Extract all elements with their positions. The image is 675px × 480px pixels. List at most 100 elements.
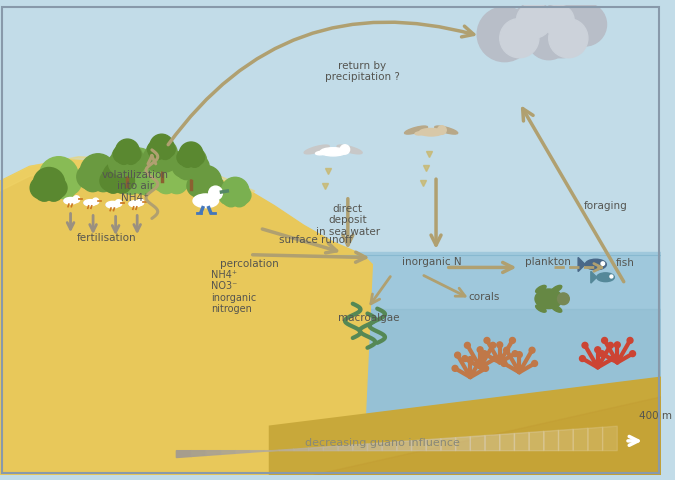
Circle shape xyxy=(532,360,537,366)
Text: direct
deposit
in sea water: direct deposit in sea water xyxy=(316,204,380,237)
Ellipse shape xyxy=(84,200,97,206)
Circle shape xyxy=(105,176,122,193)
Circle shape xyxy=(115,139,139,163)
Polygon shape xyxy=(500,433,514,451)
Text: surface runoff: surface runoff xyxy=(279,235,353,245)
Circle shape xyxy=(187,175,209,197)
Circle shape xyxy=(35,168,63,196)
Circle shape xyxy=(159,148,180,168)
Circle shape xyxy=(92,170,114,192)
Circle shape xyxy=(462,356,468,361)
Circle shape xyxy=(582,342,588,348)
Circle shape xyxy=(45,182,63,201)
Polygon shape xyxy=(235,451,250,453)
Text: foraging: foraging xyxy=(584,201,628,211)
Circle shape xyxy=(221,177,249,205)
Polygon shape xyxy=(323,446,338,451)
Circle shape xyxy=(510,337,516,343)
Circle shape xyxy=(177,161,196,180)
Circle shape xyxy=(543,5,574,36)
Circle shape xyxy=(148,153,166,172)
Circle shape xyxy=(115,171,134,190)
Circle shape xyxy=(176,146,207,177)
Polygon shape xyxy=(294,448,308,451)
Circle shape xyxy=(340,145,350,154)
Circle shape xyxy=(493,356,498,361)
Ellipse shape xyxy=(435,126,458,134)
Circle shape xyxy=(481,351,487,357)
Circle shape xyxy=(117,168,144,194)
Polygon shape xyxy=(558,429,573,451)
Polygon shape xyxy=(573,428,588,451)
Circle shape xyxy=(154,156,189,191)
Circle shape xyxy=(534,3,589,58)
Circle shape xyxy=(231,191,248,207)
Polygon shape xyxy=(470,435,485,451)
Polygon shape xyxy=(338,445,353,451)
Circle shape xyxy=(614,342,620,348)
Circle shape xyxy=(203,176,224,196)
Circle shape xyxy=(610,275,613,278)
Circle shape xyxy=(117,150,131,164)
Polygon shape xyxy=(382,442,397,451)
Polygon shape xyxy=(0,156,254,196)
Polygon shape xyxy=(591,271,597,283)
Circle shape xyxy=(82,170,103,192)
Circle shape xyxy=(595,347,601,353)
Ellipse shape xyxy=(304,145,329,154)
Polygon shape xyxy=(514,432,529,451)
Text: plankton: plankton xyxy=(525,256,571,266)
Polygon shape xyxy=(544,431,558,451)
Ellipse shape xyxy=(106,202,119,208)
Polygon shape xyxy=(0,160,373,475)
Circle shape xyxy=(156,172,177,193)
Polygon shape xyxy=(314,397,662,475)
Polygon shape xyxy=(529,432,544,451)
Circle shape xyxy=(148,141,164,158)
Circle shape xyxy=(138,199,144,205)
Circle shape xyxy=(186,161,205,180)
Circle shape xyxy=(564,3,607,46)
Circle shape xyxy=(549,19,588,58)
Polygon shape xyxy=(206,451,221,456)
Circle shape xyxy=(172,156,194,177)
Polygon shape xyxy=(578,257,585,272)
Circle shape xyxy=(529,347,535,353)
Text: NH4⁺
NO3⁻
inorganic
nitrogen: NH4⁺ NO3⁻ inorganic nitrogen xyxy=(211,270,256,314)
Ellipse shape xyxy=(193,194,219,208)
Ellipse shape xyxy=(419,129,443,136)
Circle shape xyxy=(189,150,205,165)
Circle shape xyxy=(190,166,221,197)
Circle shape xyxy=(151,145,165,159)
Circle shape xyxy=(233,186,251,204)
Circle shape xyxy=(188,153,202,168)
Polygon shape xyxy=(603,426,618,451)
Ellipse shape xyxy=(106,203,116,207)
Circle shape xyxy=(608,342,614,348)
Circle shape xyxy=(33,168,65,199)
Circle shape xyxy=(512,351,518,357)
Circle shape xyxy=(100,170,121,191)
Circle shape xyxy=(627,337,633,343)
Circle shape xyxy=(630,351,636,357)
Circle shape xyxy=(189,156,209,177)
Ellipse shape xyxy=(536,305,546,312)
Circle shape xyxy=(610,356,616,361)
Circle shape xyxy=(219,186,238,205)
Circle shape xyxy=(41,175,65,199)
Circle shape xyxy=(484,337,490,343)
Circle shape xyxy=(158,145,172,159)
Circle shape xyxy=(180,142,202,166)
Circle shape xyxy=(601,262,605,265)
Circle shape xyxy=(477,7,532,61)
Circle shape xyxy=(80,154,115,189)
Circle shape xyxy=(109,153,130,174)
Polygon shape xyxy=(250,451,265,452)
Ellipse shape xyxy=(404,126,427,134)
Polygon shape xyxy=(441,438,456,451)
Polygon shape xyxy=(221,451,235,455)
Circle shape xyxy=(125,153,145,174)
Circle shape xyxy=(467,357,473,362)
Circle shape xyxy=(30,177,52,199)
Circle shape xyxy=(150,134,173,158)
